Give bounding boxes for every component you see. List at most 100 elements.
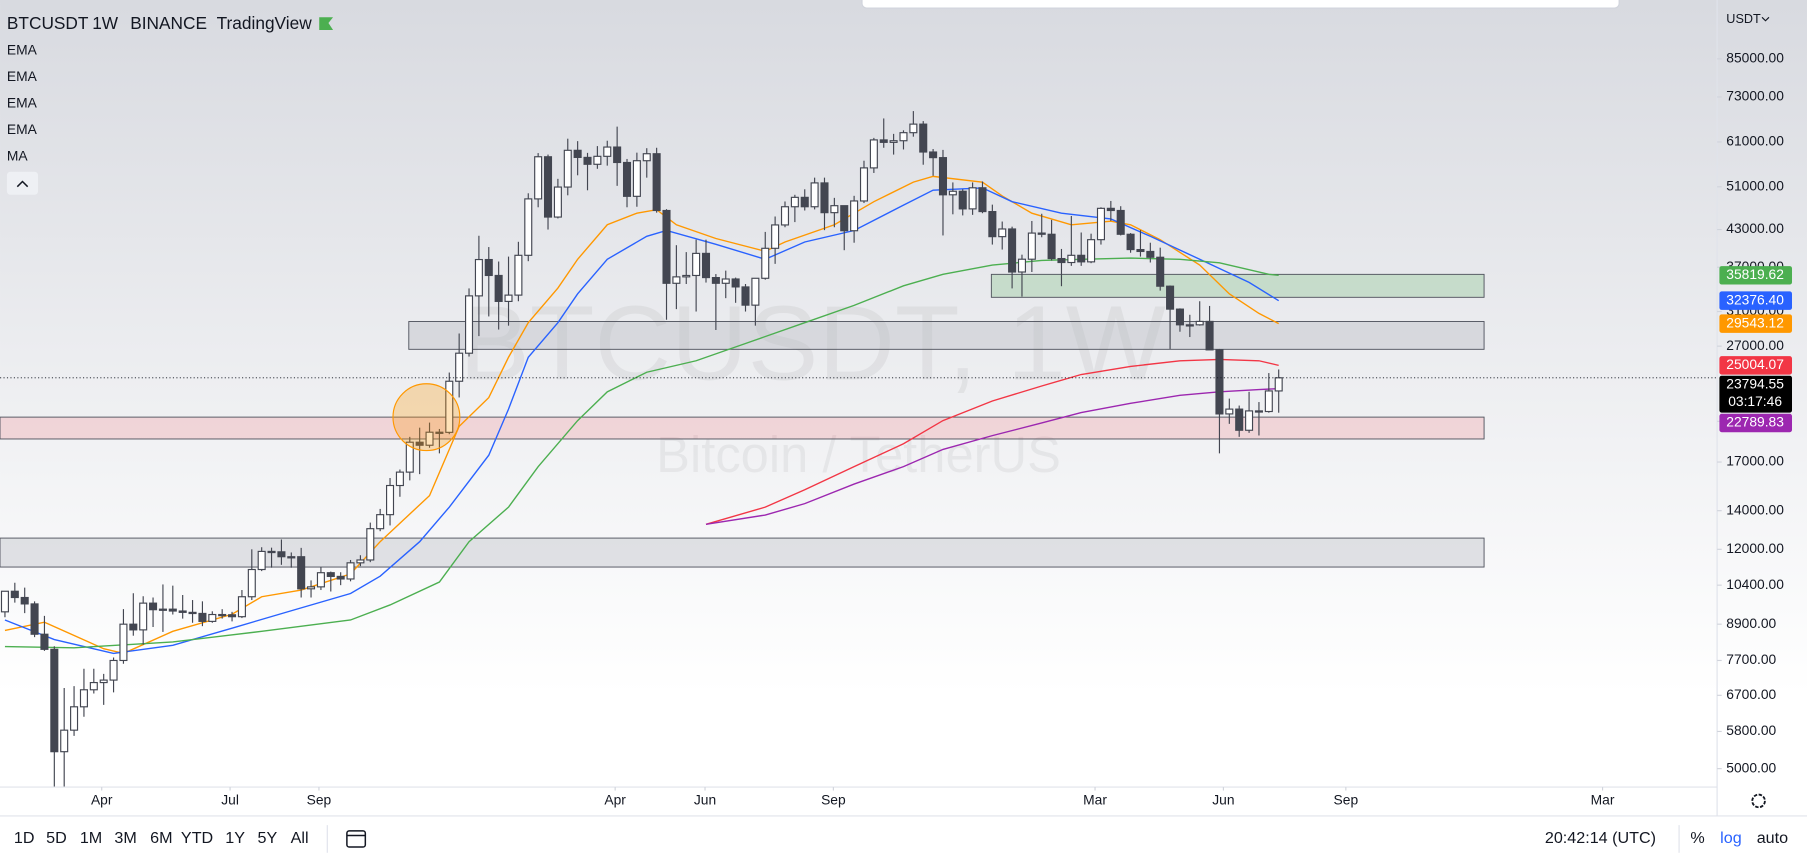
legend-entry[interactable]: EMA	[7, 121, 38, 137]
candle-body	[188, 611, 197, 615]
range-button[interactable]: 6M	[150, 829, 172, 847]
price-zone	[0, 416, 1485, 440]
candle-body	[336, 575, 345, 580]
candle-body	[543, 156, 553, 218]
legend-entry[interactable]: EMA	[7, 68, 38, 84]
candle-body	[119, 623, 128, 662]
candle-body	[494, 274, 503, 302]
price-label: 03:17:46	[1728, 393, 1782, 409]
status-flag	[319, 17, 334, 30]
currency-caret	[1761, 16, 1770, 22]
candle-body	[1175, 308, 1184, 326]
candle-body	[998, 228, 1007, 238]
candle-body	[40, 633, 49, 650]
price-label-box	[1719, 266, 1793, 285]
candle-body	[603, 146, 612, 157]
plot-area	[0, 111, 1485, 788]
indicator-line	[705, 358, 1279, 525]
candle-body	[129, 623, 138, 631]
price-zone	[408, 321, 1485, 350]
candle-body	[889, 140, 898, 143]
legend-entry[interactable]: EMA	[7, 41, 38, 57]
candle-body	[682, 274, 691, 278]
bottom-toolbar	[0, 815, 1807, 862]
candle-body	[307, 586, 316, 590]
candle-body	[50, 648, 59, 753]
interval[interactable]: 1W	[92, 13, 119, 33]
candle-body	[1037, 232, 1046, 235]
candle-body	[474, 258, 483, 297]
candle-body	[356, 559, 365, 564]
candle-body	[376, 514, 385, 530]
price-label: 23794.55	[1726, 376, 1784, 392]
candle-body	[1225, 408, 1234, 415]
range-button[interactable]: 1Y	[225, 829, 245, 847]
candle-body	[563, 149, 572, 188]
candle-body	[386, 484, 395, 516]
price-zone	[0, 537, 1485, 568]
candle-body	[958, 190, 967, 210]
x-tick-label: Jun	[1212, 792, 1234, 808]
y-tick-label: 85000.00	[1726, 49, 1784, 65]
scale-option[interactable]: %	[1690, 829, 1704, 847]
candle-body	[425, 431, 434, 446]
settings-icon[interactable]	[1751, 793, 1766, 809]
candle-body	[553, 186, 562, 218]
calendar-icon[interactable]	[346, 830, 367, 848]
candle-body	[1047, 233, 1056, 260]
range-button[interactable]: 3M	[114, 829, 136, 847]
legend-entry[interactable]: MA	[7, 147, 29, 163]
scale-option[interactable]: log	[1720, 829, 1742, 847]
price-label: 22789.83	[1726, 414, 1784, 430]
candle-body	[711, 277, 720, 284]
candle-body	[1077, 254, 1086, 263]
x-tick-label: Apr	[91, 792, 113, 808]
candle-body	[405, 441, 414, 473]
x-tick-label: Jul	[221, 792, 239, 808]
range-button[interactable]: 5Y	[258, 829, 278, 847]
indicator-line	[705, 387, 1279, 525]
candle-body	[978, 187, 987, 213]
x-tick-label: Jun	[694, 792, 716, 808]
range-button[interactable]: 1D	[14, 829, 35, 847]
price-label-box	[1719, 314, 1793, 333]
y-tick-label: 43000.00	[1726, 220, 1784, 236]
candle-body	[1245, 410, 1254, 431]
y-tick-label: 27000.00	[1726, 337, 1784, 353]
y-tick-label: 8900.00	[1726, 615, 1776, 631]
candle-body	[938, 157, 948, 196]
price-label-box	[1719, 413, 1793, 433]
candle-body	[800, 196, 809, 208]
collapse-icon	[16, 180, 29, 188]
candle-body	[919, 123, 928, 153]
price-label-box	[1719, 356, 1793, 375]
candle-body	[692, 252, 701, 277]
candle-body	[948, 190, 957, 196]
candle-body	[909, 123, 918, 134]
scale-option[interactable]: auto	[1757, 829, 1788, 847]
candle-body	[297, 556, 306, 590]
candle-body	[1195, 320, 1204, 326]
currency-selector[interactable]: USDT	[1726, 12, 1761, 26]
legend-entry[interactable]: EMA	[7, 94, 38, 110]
candle-body	[1067, 254, 1076, 264]
candle-body	[830, 205, 839, 214]
candle-body	[731, 278, 740, 288]
range-button[interactable]: YTD	[181, 829, 213, 847]
clock[interactable]: 20:42:14 (UTC)	[1545, 829, 1656, 847]
candle-body	[257, 550, 266, 571]
y-tick-label: 73000.00	[1726, 88, 1784, 104]
exchange: BINANCE	[130, 13, 207, 33]
collapse-button[interactable]	[6, 171, 39, 195]
candle-body	[1017, 258, 1027, 273]
range-button[interactable]: 1M	[80, 829, 102, 847]
range-button[interactable]: All	[291, 829, 309, 847]
candle-body	[1215, 349, 1224, 415]
price-label-box	[1719, 375, 1793, 413]
candle-body	[879, 139, 888, 143]
candle-body	[287, 556, 296, 559]
candle-body	[208, 613, 217, 622]
top-dropdown[interactable]	[861, 0, 1620, 9]
symbol[interactable]: BTCUSDT	[7, 13, 89, 33]
range-button[interactable]: 5D	[46, 829, 67, 847]
